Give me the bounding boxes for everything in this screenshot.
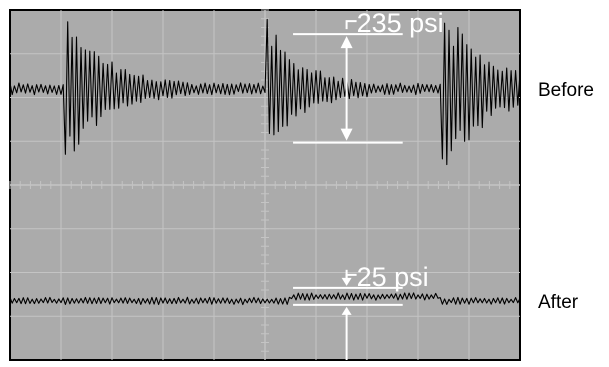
trace-group [9,18,521,306]
arrow-down-icon [340,128,353,141]
annotation-group: 235 psi 25 psi [293,8,444,360]
trace-label-group: Before After [538,80,594,313]
trace-before [9,18,521,166]
annotation-leader [345,20,357,30]
annotation-leader [345,273,357,283]
arrow-up-icon [341,306,352,315]
annotation-value-label: 25 psi [357,262,429,292]
arrow-up-icon [340,36,353,49]
trace-label-before: Before [538,80,594,101]
annotation-value-label: 235 psi [357,8,444,38]
trace-label-after: After [538,292,579,313]
trace-after [9,292,521,306]
